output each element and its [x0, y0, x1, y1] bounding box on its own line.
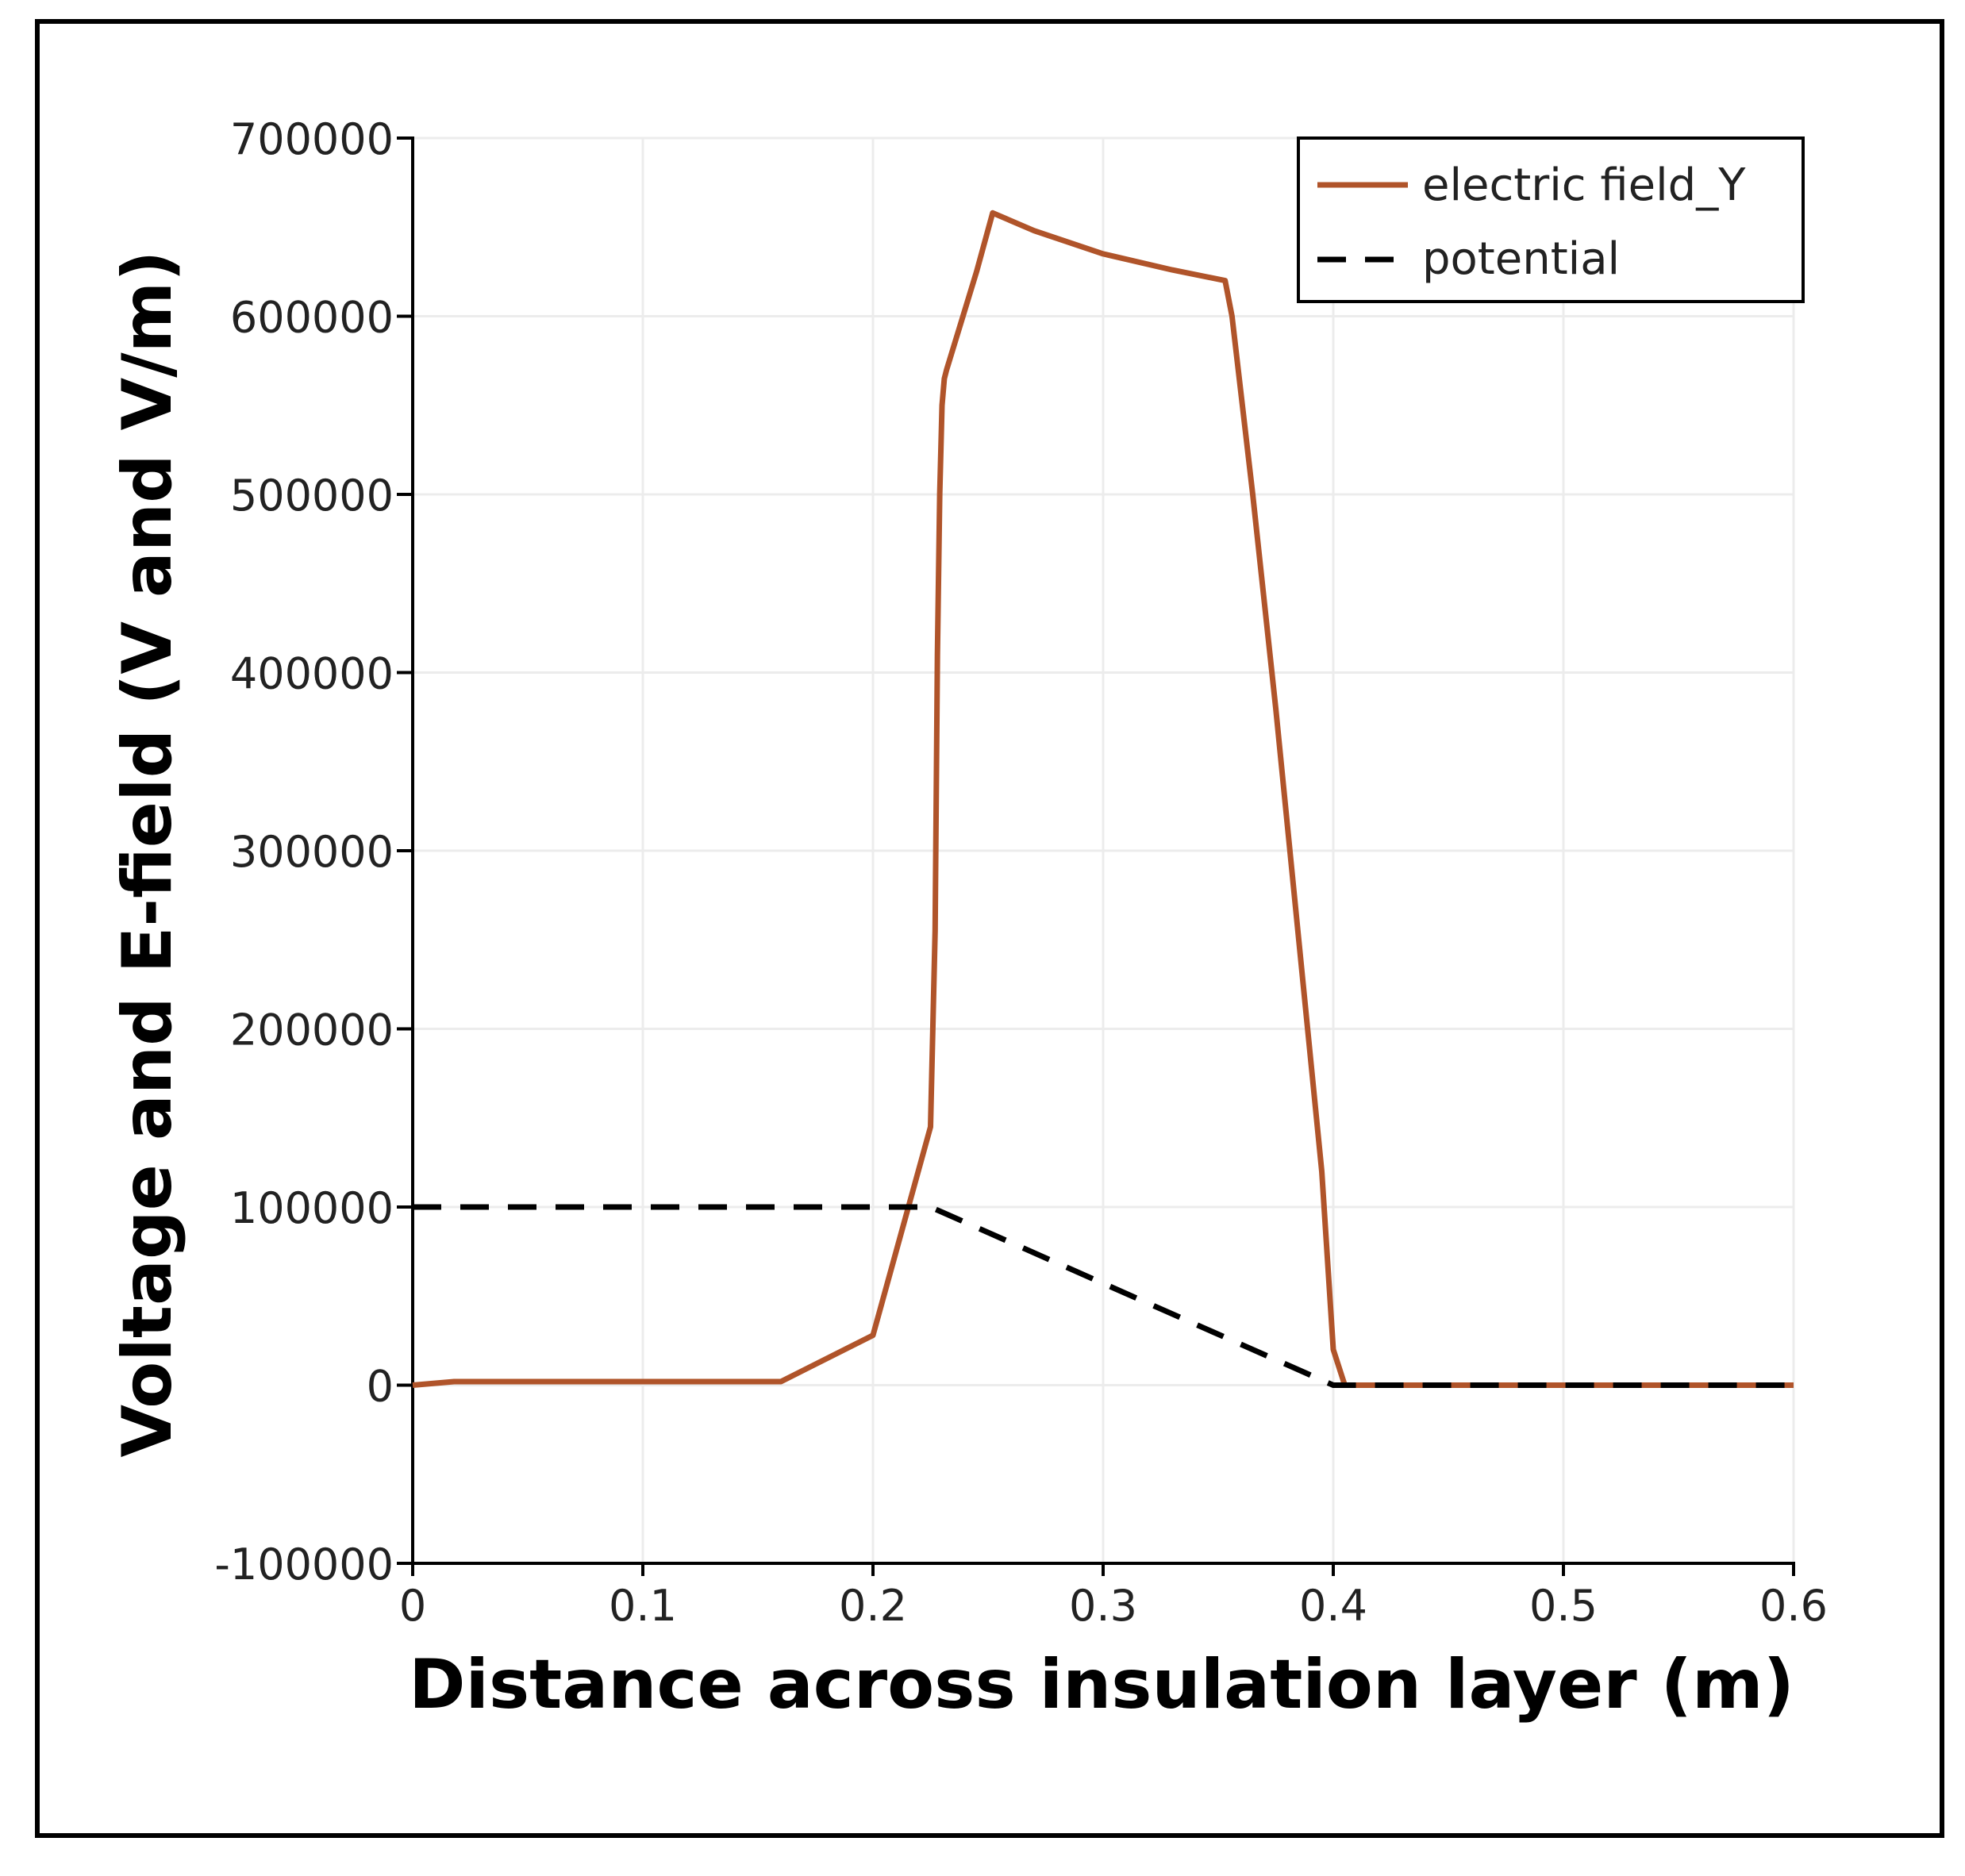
- x-tick-label: 0.6: [1759, 1581, 1828, 1631]
- series: [412, 210, 1794, 1388]
- y-tick-label: 400000: [230, 649, 394, 699]
- legend-label-electric-field: electric field_Y: [1422, 160, 1746, 211]
- legend-box: [1297, 136, 1805, 303]
- x-tick-label: 0.5: [1529, 1581, 1598, 1631]
- x-tick-label: 0.3: [1069, 1581, 1137, 1631]
- y-tick-label: 600000: [230, 293, 394, 343]
- y-tick-label: -100000: [214, 1540, 394, 1590]
- y-axis-title: Voltage and E-field (V and V/m): [108, 250, 187, 1457]
- figure-frame: [35, 19, 1944, 1838]
- grid: [413, 136, 1795, 1563]
- x-axis-title: Distance across insulation layer (m): [409, 1645, 1794, 1724]
- series-line-electric-field: [412, 210, 1794, 1388]
- y-tick-label: 0: [367, 1362, 394, 1412]
- x-tick-label: 0.1: [609, 1581, 677, 1631]
- y-tick-label: 200000: [230, 1005, 394, 1055]
- x-tick-label: 0.2: [839, 1581, 907, 1631]
- tick-labels: 0 0.1 0.2 0.3 0.4 0.5 0.6-10000001000002000003…: [214, 114, 1828, 1631]
- y-tick-label: 700000: [230, 114, 394, 164]
- legend: electric field_Y potential: [1297, 136, 1805, 303]
- x-tick-label: 0: [399, 1581, 426, 1631]
- x-tick-label: 0.4: [1299, 1581, 1367, 1631]
- y-tick-label: 300000: [230, 827, 394, 877]
- series-line-potential: [413, 1204, 1794, 1388]
- axes: [397, 136, 1795, 1576]
- y-tick-label: 500000: [230, 471, 394, 521]
- legend-label-potential: potential: [1422, 233, 1620, 285]
- y-tick-label: 100000: [230, 1183, 394, 1233]
